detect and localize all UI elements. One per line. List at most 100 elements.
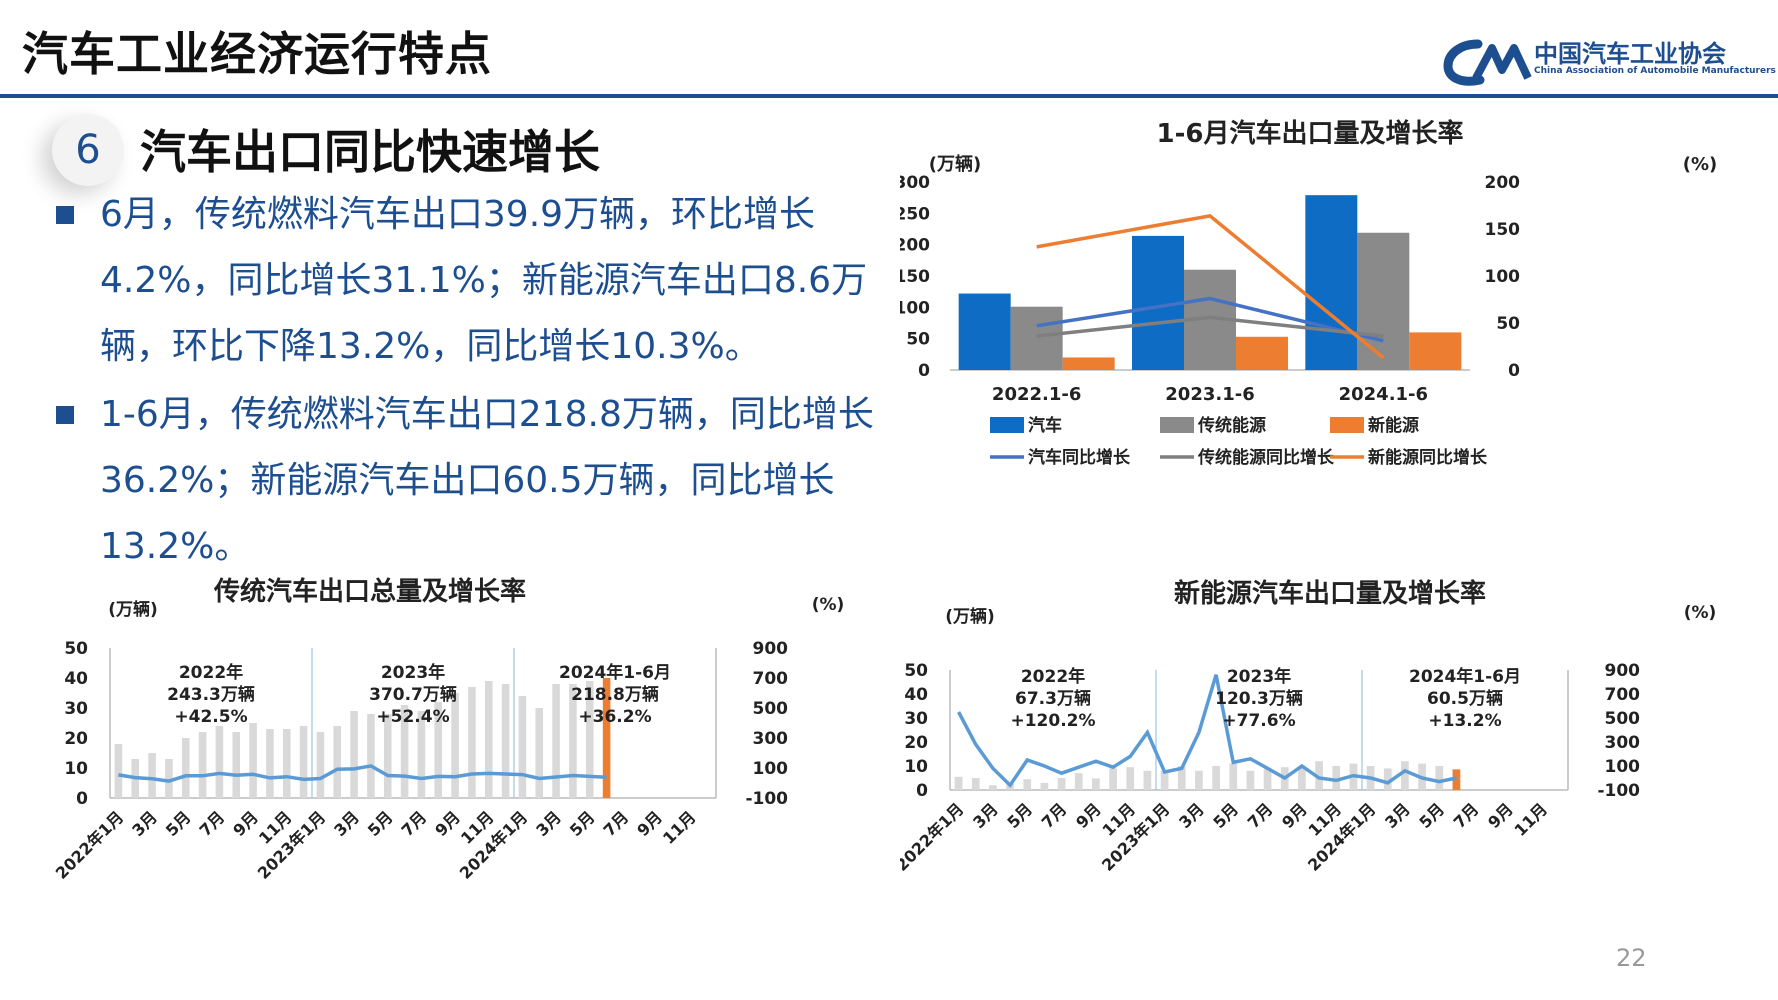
chart2-annotation: 370.7万辆: [369, 684, 457, 705]
chart3-bar: [1315, 761, 1323, 790]
chart3-annotation: 2023年: [1227, 666, 1291, 687]
chart3-ytick: 40: [904, 685, 928, 705]
chart3-y2tick: 700: [1605, 685, 1641, 705]
chart3-bar: [1401, 761, 1409, 790]
chart2-xtick: 5月: [566, 807, 599, 840]
chart3-bar: [1057, 778, 1066, 790]
chart3-bar: [1143, 770, 1152, 790]
chart1-xtick: 2023.1-6: [1165, 384, 1254, 405]
chart1-ytick: 250: [900, 204, 930, 224]
chart3-bar: [1263, 768, 1272, 790]
chart-nev-export: 新能源汽车出口量及增长率 (万辆) (%) 0 10 20 30 40 50 -100 100…: [900, 578, 1716, 875]
chart3-bar: [1195, 770, 1203, 790]
chart3-bar: [1246, 770, 1255, 790]
chart1-bar: [1409, 332, 1462, 370]
chart2-y2tick: 500: [753, 699, 789, 719]
chart2-y2tick: 700: [753, 669, 789, 689]
chart3-ylabel: (万辆): [945, 606, 995, 627]
chart1-legend-label: 传统能源: [1197, 415, 1266, 436]
chart2-xtick: 3月: [532, 807, 565, 840]
chart2-bar: [451, 693, 459, 798]
chart2-ytick: 50: [64, 639, 88, 659]
chart2-ytick: 40: [64, 669, 88, 689]
chart2-xtick: 3月: [128, 807, 161, 840]
chart2-xtick: 2022年1月: [52, 807, 127, 882]
chart1-legend-label: 新能源: [1368, 415, 1419, 436]
chart3-bar: [1109, 768, 1117, 790]
page-number: 22: [1616, 944, 1647, 972]
chart2-xtick: 11月: [659, 807, 700, 848]
bullet-text-2: 1-6月，传统燃料汽车出口218.8万辆，同比增长36.2%；新能源汽车出口60…: [100, 394, 874, 567]
chart2-annotation: 2023年: [381, 662, 445, 683]
chart2-bar: [114, 744, 123, 798]
chart2-annotation: 2022年: [179, 662, 243, 683]
chart3-y2tick: 300: [1605, 733, 1641, 753]
chart3-y2tick: -100: [1597, 781, 1640, 801]
chart3-ytick: 20: [904, 733, 928, 753]
chart-traditional-export: 传统汽车出口总量及增长率 (万辆) (%) 0 10 20 30 40 50 -100 100…: [52, 576, 844, 883]
chart1-ytick: 200: [900, 236, 930, 256]
chart3-y2tick: 100: [1605, 757, 1641, 777]
chart2-ytick: 0: [76, 789, 88, 809]
chart3-xtick: 7月: [1038, 799, 1071, 832]
chart3-bar: [1074, 773, 1083, 790]
chart-export-h1: 1-6月汽车出口量及增长率 (万辆) (%) 0 50 100 150 200 250 30…: [900, 118, 1718, 468]
chart2-bar: [501, 684, 510, 798]
chart3-bar: [1298, 768, 1306, 790]
section-title: 汽车出口同比快速增长: [140, 125, 600, 179]
chart1-legend-swatch: [1160, 417, 1194, 433]
chart2-bar: [215, 726, 224, 798]
bullet-text-1: 6月，传统燃料汽车出口39.9万辆，环比增长4.2%，同比增长31.1%；新能源…: [100, 194, 868, 367]
chart3-bar: [954, 776, 963, 790]
chart1-bar: [1305, 195, 1358, 370]
chart1-ytick: 300: [900, 173, 930, 193]
chart2-bar: [585, 681, 594, 798]
chart2-bar: [367, 714, 375, 798]
cam-logo: [1443, 39, 1532, 86]
chart2-xtick: 3月: [330, 807, 363, 840]
chart1-line: [1036, 213, 1385, 360]
chart1-legend-label: 传统能源同比增长: [1197, 447, 1335, 468]
chart1-line: [1036, 296, 1384, 343]
chart1-ytick: 100: [900, 298, 930, 318]
chart2-annotation: +36.2%: [578, 707, 651, 727]
chart3-annotation: +120.2%: [1010, 711, 1095, 731]
chart3-bar: [1092, 778, 1100, 790]
chart3-bar: [1177, 766, 1186, 790]
chart2-bar: [400, 705, 409, 798]
chart1-y2tick: 100: [1485, 267, 1521, 287]
chart3-bar: [1332, 766, 1341, 790]
chart3-ytick: 30: [904, 709, 928, 729]
chart3-xtick: 7月: [1244, 799, 1277, 832]
chart3-title: 新能源汽车出口量及增长率: [1174, 578, 1486, 609]
chart2-title: 传统汽车出口总量及增长率: [213, 576, 526, 607]
chart3-xtick: 3月: [1381, 799, 1414, 832]
section-number: 6: [75, 127, 101, 173]
chart1-bar: [958, 293, 1011, 370]
chart2-bar: [417, 711, 426, 798]
chart3-ytick: 50: [904, 661, 928, 681]
chart3-annotation: 67.3万辆: [1015, 688, 1091, 709]
chart2-bar: [198, 732, 207, 798]
chart1-legend-label: 汽车同比增长: [1028, 447, 1131, 468]
chart2-bar: [249, 723, 257, 798]
chart2-bar: [602, 678, 611, 798]
chart1-y2tick: 0: [1508, 361, 1520, 381]
chart2-xtick: 7月: [398, 807, 431, 840]
chart3-xtick: 3月: [969, 799, 1002, 832]
chart3-growth-line: [957, 674, 1457, 788]
chart1-ytick: 50: [906, 330, 930, 350]
chart2-ytick: 30: [64, 699, 88, 719]
chart1-xtick: 2022.1-6: [992, 384, 1081, 405]
chart1-y2tick: 150: [1485, 220, 1521, 240]
chart2-bar: [232, 732, 241, 798]
chart3-y2tick: 900: [1605, 661, 1641, 681]
chart2-bar: [165, 759, 173, 798]
chart2-ytick: 10: [64, 759, 88, 779]
chart1-y2label: (%): [1683, 154, 1718, 175]
chart3-ytick: 0: [916, 781, 928, 801]
chart3-bar: [1435, 766, 1444, 790]
chart3-annotation: +77.6%: [1222, 711, 1295, 731]
chart3-ytick: 10: [904, 757, 928, 777]
chart2-xtick: 5月: [364, 807, 397, 840]
